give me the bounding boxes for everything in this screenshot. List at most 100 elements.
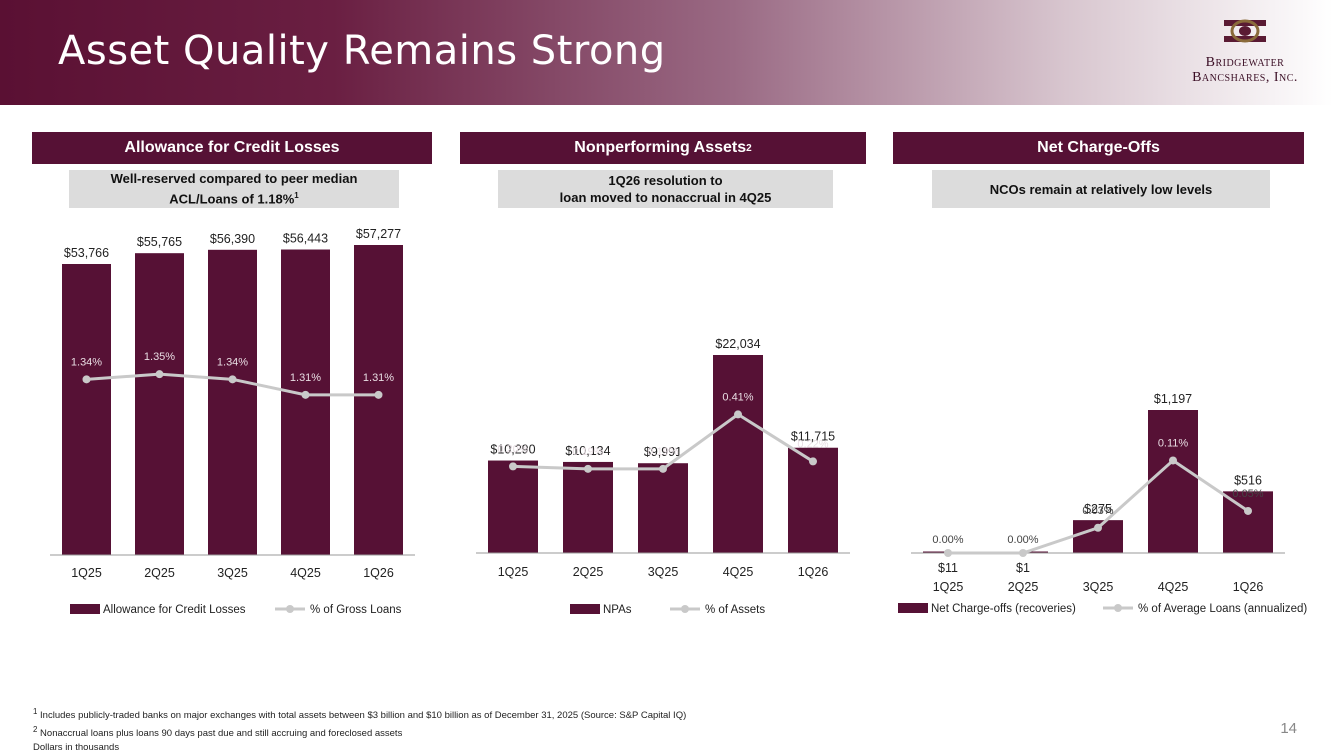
legend-swatch-marker xyxy=(1114,604,1122,612)
panel-note-allowance: Well-reserved compared to peer median AC… xyxy=(69,170,399,208)
x-tick-label: 1Q25 xyxy=(71,566,102,580)
x-tick-label: 4Q25 xyxy=(1158,580,1189,594)
legend-label: Net Charge-offs (recoveries) xyxy=(931,603,1076,615)
line-value-label: 1.34% xyxy=(217,356,248,368)
bar xyxy=(1223,491,1273,553)
line-point xyxy=(82,375,91,384)
note-line: ACL/Loans of 1.18% xyxy=(169,191,295,207)
header-banner: Asset Quality Remains Strong Bridgewater… xyxy=(0,0,1333,105)
bar-value-label: $56,443 xyxy=(283,232,328,246)
x-tick-label: 3Q25 xyxy=(648,565,679,579)
bar-value-label: $56,390 xyxy=(210,232,255,246)
panel-title: Net Charge-Offs xyxy=(1037,139,1160,156)
panel-note-npa: 1Q26 resolution to loan moved to nonaccr… xyxy=(498,170,833,208)
bar xyxy=(713,355,763,553)
x-tick-label: 2Q25 xyxy=(1008,580,1039,594)
line-value-label: 1.35% xyxy=(144,351,175,363)
bar-value-label: $10,290 xyxy=(490,443,535,457)
footnote-3: Dollars in thousands xyxy=(33,742,120,754)
series-line xyxy=(512,412,814,471)
bar-value-label: $57,277 xyxy=(356,227,401,241)
note-line: NCOs remain at relatively low levels xyxy=(989,181,1213,197)
footnote-ref: 2 xyxy=(746,142,752,154)
bar xyxy=(638,463,688,553)
page-title: Asset Quality Remains Strong xyxy=(58,28,666,74)
line-point xyxy=(155,370,164,379)
line-value-label: 0.05% xyxy=(1232,488,1263,500)
line-value-label: 0.19% xyxy=(647,446,678,458)
footnotes: 1 Includes publicly-traded banks on majo… xyxy=(33,705,686,755)
x-tick-label: 1Q26 xyxy=(1233,580,1264,594)
legend: NPAs % of Assets xyxy=(570,604,765,616)
company-logo: Bridgewater Bancshares, Inc. xyxy=(1180,14,1310,94)
x-tick-label: 1Q26 xyxy=(363,566,394,580)
bar-value-label: $22,034 xyxy=(715,337,760,351)
x-tick-label: 1Q25 xyxy=(933,580,964,594)
x-tick-label: 1Q25 xyxy=(498,565,529,579)
acl-chart: $53,766 $55,765 $56,390 $56,443 $57,277 1.34%… xyxy=(50,227,415,616)
line-value-label: 1.34% xyxy=(71,356,102,368)
legend: Net Charge-offs (recoveries) % of Average… xyxy=(898,603,1307,615)
line-value-label: 0.00% xyxy=(1007,534,1038,546)
line-point xyxy=(1169,456,1177,465)
legend-label: NPAs xyxy=(603,604,632,616)
note-line: 1Q26 resolution to xyxy=(608,173,723,188)
bar-value-label: $1,197 xyxy=(1154,392,1192,406)
line-point xyxy=(374,390,383,399)
bar-value-label: $1 xyxy=(1016,561,1030,575)
bar-value-label: $55,765 xyxy=(137,235,182,249)
line-point xyxy=(659,464,667,473)
logo-emblem-icon xyxy=(1224,19,1266,43)
line-point xyxy=(584,464,592,473)
footnote-ref: 1 xyxy=(294,191,299,201)
panel-header-allowance: Allowance for Credit Losses xyxy=(32,132,432,164)
line-value-label: 0.19% xyxy=(572,446,603,458)
legend-swatch-marker xyxy=(681,605,689,613)
panel-header-npa: Nonperforming Assets 2 xyxy=(460,132,866,164)
x-tick-label: 3Q25 xyxy=(1083,580,1114,594)
line-value-label: 0.00% xyxy=(932,534,963,546)
line-value-label: 0.41% xyxy=(722,391,753,403)
x-tick-label: 4Q25 xyxy=(290,566,321,580)
bar-value-label: $53,766 xyxy=(64,246,109,260)
line-point xyxy=(509,462,517,471)
legend-label: % of Average Loans (annualized) xyxy=(1138,603,1307,615)
bar-value-label: $11 xyxy=(938,561,958,575)
bar xyxy=(488,460,538,553)
panel-title: Nonperforming Assets xyxy=(574,139,747,156)
line-point xyxy=(809,457,817,466)
legend: Allowance for Credit Losses % of Gross Lo… xyxy=(70,604,402,616)
bar xyxy=(208,249,257,555)
footnote-1: Includes publicly-traded banks on major … xyxy=(40,710,687,722)
panel-note-nco: NCOs remain at relatively low levels xyxy=(932,170,1270,208)
footnote-2: Nonaccrual loans plus loans 90 days past… xyxy=(40,728,403,740)
line-value-label: 0.11% xyxy=(1158,437,1189,449)
legend-label: % of Assets xyxy=(705,604,765,616)
x-tick-label: 1Q26 xyxy=(798,565,829,579)
x-tick-label: 2Q25 xyxy=(573,565,604,579)
line-value-label: 0.03% xyxy=(1082,505,1113,517)
bar xyxy=(1148,410,1198,553)
line-point xyxy=(301,390,310,399)
note-line: loan moved to nonaccrual in 4Q25 xyxy=(559,190,772,205)
bar xyxy=(135,253,184,555)
line-point xyxy=(1094,523,1102,532)
line-point xyxy=(1244,506,1252,515)
legend-swatch-bar xyxy=(898,603,928,613)
line-point xyxy=(944,549,952,557)
bar xyxy=(563,461,613,553)
line-point xyxy=(1019,549,1027,557)
line-point xyxy=(228,375,237,384)
bar xyxy=(281,249,330,555)
note-line: Well-reserved compared to peer median xyxy=(110,171,358,187)
footnote-mark: 1 xyxy=(33,707,38,716)
bar-value-label: $275 xyxy=(1084,502,1112,516)
line-point xyxy=(734,410,742,419)
logo-text-line2: Bancshares, Inc. xyxy=(1192,70,1298,85)
npa-chart: $10,290 $10,134 $9,991 $22,034 $11,715 0.20% 0… xyxy=(476,337,850,616)
bar-value-label: $11,715 xyxy=(791,430,835,444)
line-value-label: 1.31% xyxy=(290,372,321,384)
bar-value-label: $10,134 xyxy=(565,444,610,458)
page-number: 14 xyxy=(1280,720,1297,737)
logo-text-line1: Bridgewater xyxy=(1205,55,1285,70)
